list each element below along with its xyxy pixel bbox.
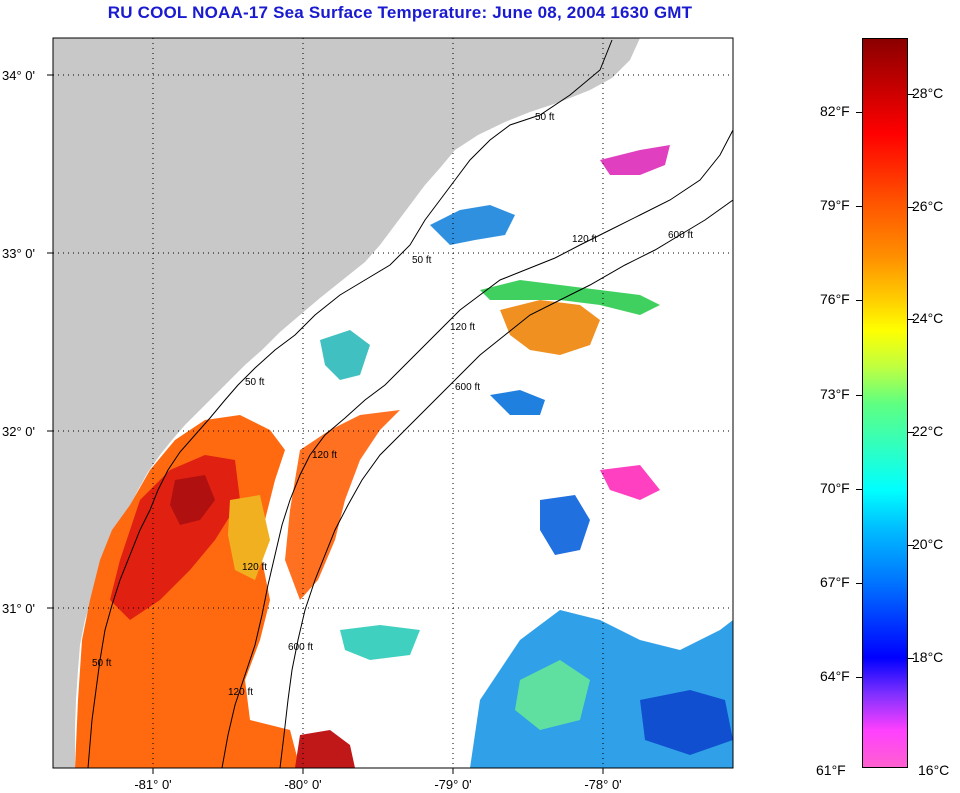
colorbar-f-label: 67°F bbox=[820, 574, 850, 590]
contour-label: 600 ft bbox=[455, 382, 480, 393]
sst-gulfstream-filament bbox=[285, 410, 400, 600]
sst-patch-mid-1 bbox=[500, 300, 600, 355]
map-title: RU COOL NOAA-17 Sea Surface Temperature:… bbox=[107, 3, 693, 22]
contour-label: 120 ft bbox=[228, 687, 253, 698]
contour-label: 50 ft bbox=[245, 377, 265, 388]
contour-label: 120 ft bbox=[312, 450, 337, 461]
lon-label: -79° 0' bbox=[434, 777, 471, 792]
sst-patch-offshore-blue bbox=[490, 390, 545, 415]
colorbar-c-label: 20°C bbox=[912, 536, 944, 552]
lat-label: 33° 0' bbox=[2, 246, 35, 261]
lat-label: 32° 0' bbox=[2, 424, 35, 439]
colorbar-f-label: 70°F bbox=[820, 480, 850, 496]
contour-600ft bbox=[279, 199, 733, 768]
contour-label: 600 ft bbox=[668, 230, 693, 241]
lat-label: 31° 0' bbox=[2, 601, 35, 616]
contour-label: 120 ft bbox=[450, 322, 475, 333]
sst-patch-east-1 bbox=[540, 495, 590, 555]
sst-yellow-patch bbox=[228, 495, 270, 580]
lon-label: -80° 0' bbox=[284, 777, 321, 792]
colorbar-f-label: 64°F bbox=[820, 668, 850, 684]
colorbar-c-label: 18°C bbox=[912, 649, 944, 665]
sst-patch-pink-1 bbox=[600, 465, 660, 500]
graticule bbox=[53, 38, 733, 768]
sst-patch-north bbox=[430, 205, 515, 245]
contour-label: 50 ft bbox=[412, 255, 432, 266]
plot-frame bbox=[52, 37, 734, 769]
colorbar-c-label: 26°C bbox=[912, 198, 944, 214]
sst-patch-south-center bbox=[340, 625, 420, 660]
axis-ticks bbox=[47, 74, 604, 774]
colorbar-c-label: 22°C bbox=[912, 423, 944, 439]
colorbar-f-label: 61°F bbox=[816, 762, 846, 778]
contour-50ft bbox=[87, 39, 613, 768]
land-mass bbox=[53, 38, 640, 768]
lat-label: 34° 0' bbox=[2, 68, 35, 83]
colorbar-f-label: 82°F bbox=[820, 103, 850, 119]
sst-patch-southeast-blue bbox=[640, 690, 733, 755]
sst-patch-mid-2 bbox=[480, 280, 660, 315]
colorbar-f-label: 73°F bbox=[820, 386, 850, 402]
colorbar bbox=[862, 38, 908, 768]
sst-patch-southeast-green bbox=[515, 660, 590, 730]
contour-label: 50 ft bbox=[92, 658, 112, 669]
lon-label: -78° 0' bbox=[584, 777, 621, 792]
sst-darkred-core bbox=[170, 475, 215, 525]
contour-label: 50 ft bbox=[535, 112, 555, 123]
contour-label: 120 ft bbox=[572, 234, 597, 245]
colorbar-gradient bbox=[863, 39, 907, 767]
colorbar-f-label: 76°F bbox=[820, 291, 850, 307]
sst-patch-ne bbox=[600, 145, 670, 175]
colorbar-c-label: 16°C bbox=[918, 762, 950, 778]
colorbar-c-label: 28°C bbox=[912, 85, 944, 101]
colorbar-c-label: 24°C bbox=[912, 310, 944, 326]
sst-patch-center bbox=[320, 330, 370, 380]
lon-label: -81° 0' bbox=[134, 777, 171, 792]
contour-label: 120 ft bbox=[242, 562, 267, 573]
contour-label: 600 ft bbox=[288, 642, 313, 653]
contour-120ft bbox=[221, 129, 733, 768]
sst-south-warm-patch bbox=[295, 730, 355, 768]
colorbar-f-label: 79°F bbox=[820, 197, 850, 213]
